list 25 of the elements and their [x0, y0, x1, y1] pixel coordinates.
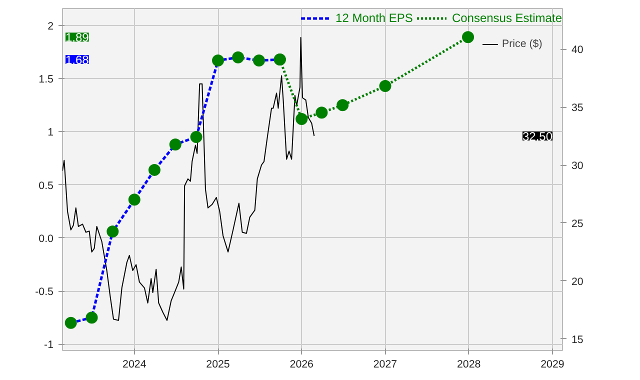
y-tick-label: 0.5 — [38, 180, 54, 192]
y-tick-label: 0.0 — [38, 232, 54, 245]
y2-tick-label: 25 — [572, 218, 584, 230]
legend-label: Price ($) — [502, 38, 542, 50]
x-tick-label: 2025 — [206, 358, 230, 370]
y2-tick-label: 20 — [572, 276, 584, 288]
annotation: 1.89 — [66, 30, 90, 45]
x-tick-label: 2028 — [457, 358, 481, 370]
y-tick-label: -0.5 — [35, 286, 54, 298]
legend-label: 12 Month EPS — [336, 11, 413, 25]
x-tick-label: 2029 — [540, 358, 564, 370]
y-tick-label: 2 — [48, 20, 54, 32]
y-tick-label: -1 — [44, 339, 54, 352]
y2-tick-label: 35 — [572, 102, 584, 114]
y-tick-label: 1 — [48, 126, 54, 139]
annotation: 1.68 — [66, 52, 90, 67]
x-tick-label: 2026 — [290, 358, 314, 370]
y2-tick-label: 40 — [572, 44, 584, 56]
legend-label: Consensus Estimate — [452, 11, 562, 25]
y2-tick-label: 15 — [572, 334, 584, 346]
y2-tick-label: 30 — [572, 160, 584, 172]
x-tick-label: 2024 — [122, 358, 146, 370]
annotation: 32.50 — [522, 130, 553, 144]
x-tick-label: 2027 — [373, 358, 398, 370]
y-tick-label: 1.5 — [38, 74, 54, 86]
